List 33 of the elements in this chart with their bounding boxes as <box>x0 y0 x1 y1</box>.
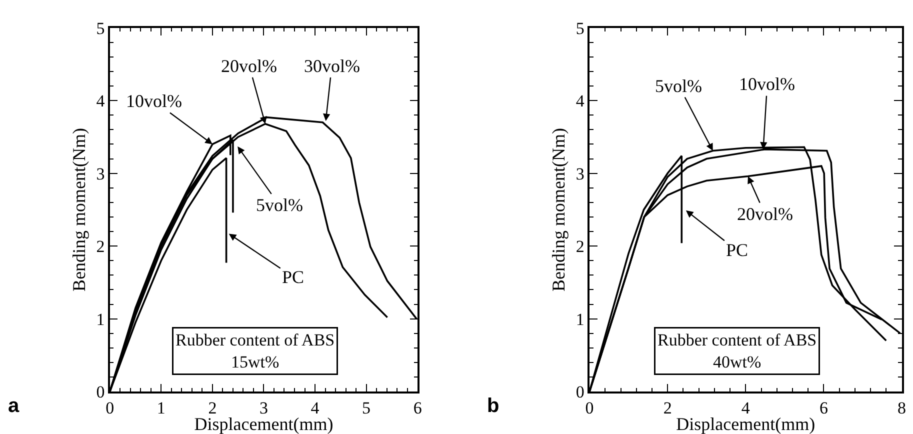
x-tick-label: 1 <box>156 398 166 418</box>
annotation: Rubber content of ABS 15wt% <box>176 330 335 372</box>
annotation: PC <box>726 240 748 260</box>
annotation: 10vol% <box>126 91 182 111</box>
annotation: 20vol% <box>737 204 793 224</box>
annotation: Rubber content of ABS 40wt% <box>658 330 817 372</box>
y-tick-label: 0 <box>96 382 105 402</box>
y-tick-label: 4 <box>96 92 106 111</box>
y-axis-title: Bending moment(Nm) <box>548 128 569 292</box>
annotation: 30vol% <box>304 56 360 76</box>
x-tick-label: 6 <box>819 398 828 418</box>
y-tick-label: 2 <box>96 237 105 256</box>
y-tick-label: 3 <box>96 164 105 184</box>
annotation: 10vol% <box>739 74 795 94</box>
x-tick-label: 8 <box>898 398 906 418</box>
y-tick-label: 1 <box>576 310 584 329</box>
annotation: 5vol% <box>655 76 702 96</box>
y-tick-label: 3 <box>576 164 584 184</box>
text: b <box>487 395 500 417</box>
x-tick-label: 5 <box>362 398 371 418</box>
annotation: PC <box>282 267 304 287</box>
y-tick-label: 2 <box>576 237 584 256</box>
text: a <box>8 395 20 417</box>
x-tick-label: 6 <box>413 398 422 418</box>
annotation: 20vol% <box>221 56 277 76</box>
y-tick-label: 5 <box>96 18 105 38</box>
x-tick-label: 2 <box>663 398 672 418</box>
y-tick-label: 5 <box>576 18 584 38</box>
y-tick-label: 4 <box>576 92 585 111</box>
y-tick-label: 1 <box>96 310 105 329</box>
annotation: 5vol% <box>256 195 303 215</box>
y-axis-title: Bending moment(Nm) <box>68 128 89 292</box>
y-tick-label: 0 <box>576 382 584 402</box>
